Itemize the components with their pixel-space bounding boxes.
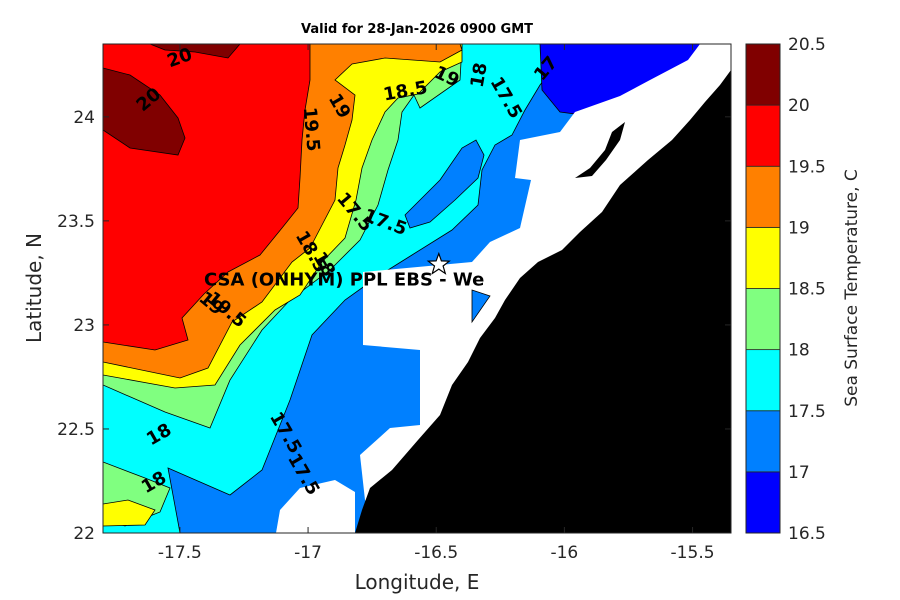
sst-band-17-17.5-station	[471, 289, 491, 324]
colorbar-swatch	[745, 104, 781, 167]
x-tick-label: -16.5	[414, 543, 458, 563]
colorbar-swatch	[745, 226, 781, 289]
colorbar-swatch	[745, 165, 781, 228]
y-tick-label: 22.5	[57, 420, 95, 440]
colorbar-tick-label: 17.5	[788, 402, 826, 422]
colorbar-tick-label: 19	[788, 218, 810, 238]
y-tick-label: 23	[73, 316, 95, 336]
plot-frame	[102, 43, 732, 534]
x-tick-label: -15.5	[671, 543, 715, 563]
colorbar-frame	[745, 43, 781, 534]
coastal-inlet	[575, 122, 625, 178]
y-axis-label: Latitude, N	[22, 233, 46, 343]
colorbar-tick-label: 18	[788, 341, 810, 361]
station-label: CSA (ONHYM) PPL EBS - We	[204, 270, 484, 291]
colorbar-tick-label: 16.5	[788, 524, 826, 544]
colorbar-label: Sea Surface Temperature, C	[842, 169, 862, 407]
x-axis-label: Longitude, E	[354, 570, 480, 594]
contour-label: 18	[467, 61, 492, 89]
colorbar-swatch	[745, 288, 781, 351]
colorbar-tick-label: 20.5	[788, 35, 826, 55]
y-tick-label: 23.5	[57, 212, 95, 232]
sst-band-20-20.5	[103, 67, 186, 156]
y-axis: 22 22.5 23 23.5 24	[57, 108, 731, 544]
sst-band-20-20.5-north	[149, 44, 241, 59]
x-tick-label: -17	[294, 543, 322, 563]
colorbar-swatch	[745, 349, 781, 412]
colorbar-swatch	[745, 43, 781, 106]
station-marker: CSA (ONHYM) PPL EBS - We	[204, 251, 484, 291]
x-axis: -17.5 -17 -16.5 -16 -15.5	[158, 44, 715, 563]
sst-band-17-17.5-patch	[404, 139, 485, 229]
y-tick-label: 22	[73, 524, 95, 544]
colorbar-tick-label: 20	[788, 96, 810, 116]
x-tick-label: -16	[550, 543, 578, 563]
chart-title: Valid for 28-Jan-2026 0900 GMT	[300, 22, 534, 37]
station-star-icon	[426, 251, 451, 275]
colorbar: 16.5 17 17.5 18 18.5 19 19.5 20 20.5	[745, 35, 826, 544]
sst-band-18.5-19-south	[103, 499, 156, 527]
no-data-gap	[276, 480, 355, 533]
colorbar-tick-label: 17	[788, 463, 810, 483]
colorbar-swatch	[745, 410, 781, 473]
y-tick-label: 24	[73, 108, 95, 128]
colorbar-tick-label: 18.5	[788, 280, 826, 300]
colorbar-swatch	[745, 471, 781, 534]
x-tick-label: -17.5	[158, 543, 202, 563]
colorbar-tick-label: 19.5	[788, 157, 826, 177]
land-mass	[355, 70, 731, 533]
contour-label: 19.5	[299, 106, 324, 152]
